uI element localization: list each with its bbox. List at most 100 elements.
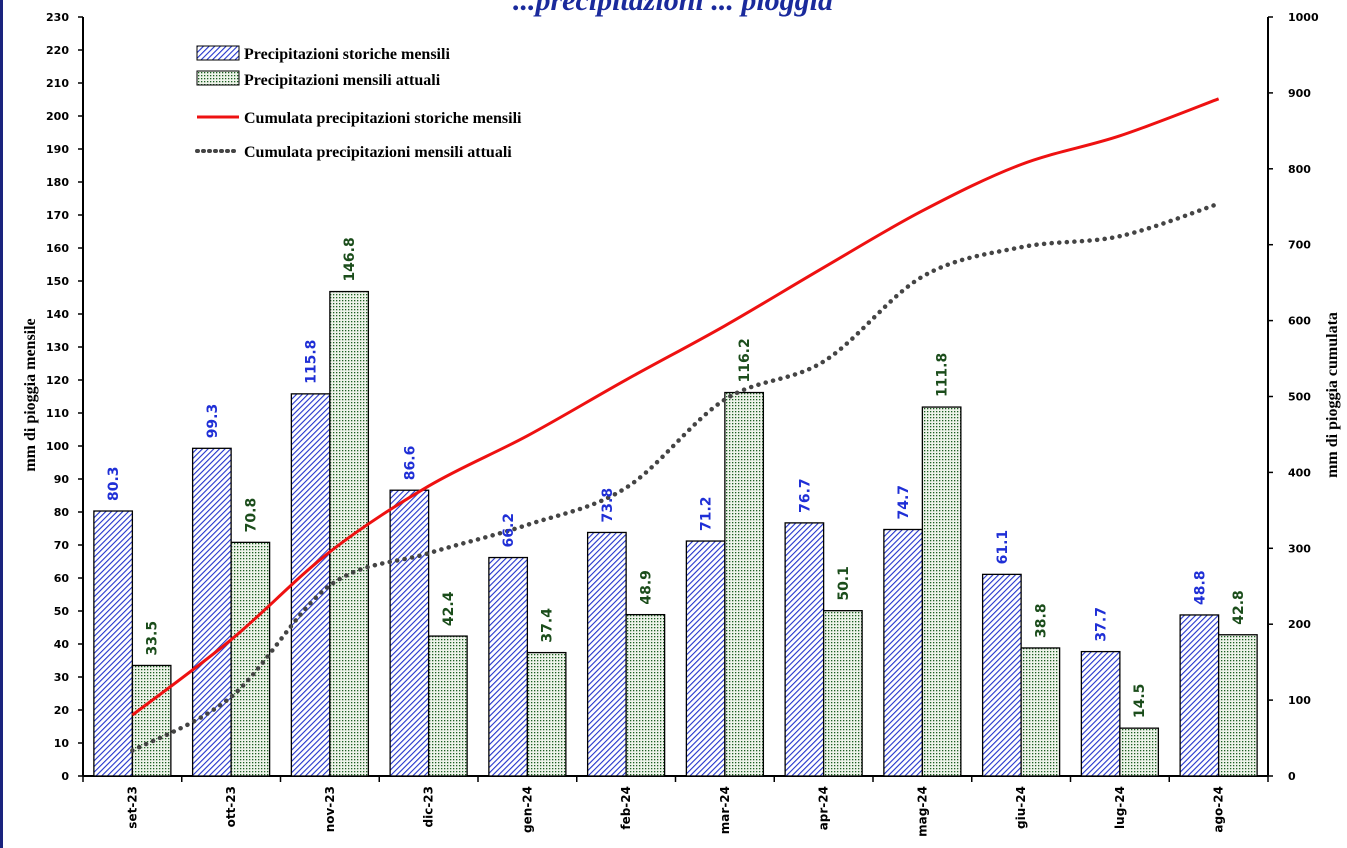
y-tick-label: 190 (46, 143, 69, 156)
label-current: 116.2 (737, 338, 753, 382)
x-tick-label: feb-24 (619, 786, 633, 830)
y-tick-label: 180 (46, 176, 69, 189)
y-tick-label: 200 (46, 110, 69, 123)
y2-tick-label: 500 (1288, 391, 1311, 404)
y-axis-label: mm di pioggia mensile (22, 318, 39, 471)
bar-current (230, 541, 271, 777)
bar-historical (191, 447, 232, 777)
bar-historical (488, 556, 529, 777)
bar-current (822, 610, 863, 777)
label-current: 42.4 (441, 591, 457, 626)
line-cum-current (130, 201, 1221, 753)
label-current: 48.9 (638, 570, 654, 605)
bar-historical (290, 393, 331, 777)
y-tick-label: 50 (54, 605, 70, 618)
label-current: 33.5 (145, 621, 161, 656)
bar-historical (883, 528, 924, 777)
y-tick-label: 210 (46, 77, 69, 90)
y2-tick-label: 600 (1288, 315, 1311, 328)
x-tick-label: nov-23 (323, 786, 337, 832)
label-historical: 80.3 (106, 466, 122, 501)
label-historical: 74.7 (896, 485, 912, 520)
label-current: 146.8 (342, 237, 358, 281)
legend-label-cum-current: Cumulata precipitazioni mensili attuali (244, 144, 512, 161)
y-tick-label: 120 (46, 374, 69, 387)
x-tick-label: giu-24 (1014, 786, 1028, 829)
bar-current (131, 664, 172, 777)
legend: Precipitazioni storiche mensili Precipit… (195, 45, 522, 161)
x-tick-label: lug-24 (1113, 786, 1127, 829)
y2-axis-label: mm di pioggia cumulata (1324, 312, 1341, 478)
bar-historical (784, 522, 825, 777)
bar-current (1217, 634, 1258, 777)
y2-tick-label: 0 (1288, 770, 1296, 783)
bar-current (625, 613, 666, 777)
bars (93, 290, 1258, 777)
label-current: 37.4 (540, 608, 556, 643)
label-historical: 71.2 (699, 496, 715, 531)
cumulative-lines (130, 97, 1221, 753)
y2-tick-label: 700 (1288, 239, 1311, 252)
label-historical: 115.8 (304, 340, 320, 384)
x-axis-ticks: set-23 ott-23 nov-23 dic-23 gen-24 feb-24 mar-… (125, 786, 1225, 837)
bar-current (427, 635, 468, 777)
bar-current (329, 290, 370, 777)
data-labels: 80.3 33.5 99.3 70.8 115.8 146.8 86.6 42.4 66.2 37… (106, 237, 1247, 718)
x-tick-label: gen-24 (520, 786, 534, 833)
bar-current (526, 651, 567, 777)
y-tick-label: 90 (54, 473, 70, 486)
legend-label-current: Precipitazioni mensili attuali (244, 72, 441, 89)
y2-tick-label: 1000 (1288, 11, 1319, 24)
legend-label-cum-historical: Cumulata precipitazioni storiche mensili (244, 110, 522, 127)
label-current: 38.8 (1033, 603, 1049, 638)
label-historical: 73.8 (600, 488, 616, 523)
label-historical: 99.3 (205, 404, 221, 439)
y-tick-label: 170 (46, 209, 69, 222)
bar-current (1020, 647, 1061, 777)
y-tick-label: 160 (46, 242, 69, 255)
y-tick-label: 220 (46, 44, 69, 57)
bar-historical (685, 540, 726, 777)
y2-tick-label: 200 (1288, 618, 1311, 631)
label-historical: 66.2 (501, 513, 517, 548)
y-tick-label: 80 (54, 506, 70, 519)
y-tick-label: 100 (46, 440, 69, 453)
bar-historical (93, 510, 134, 777)
legend-swatch-historical (196, 45, 240, 61)
x-tick-label: mag-24 (915, 786, 929, 837)
chart-title: ...precipitazioni ... pioggia (513, 0, 833, 17)
x-tick-label: ago-24 (1212, 786, 1226, 833)
label-historical: 86.6 (402, 446, 418, 481)
x-tick-label: dic-23 (422, 786, 436, 828)
y-tick-label: 20 (54, 704, 70, 717)
y-tick-label: 130 (46, 341, 69, 354)
y2-tick-label: 100 (1288, 694, 1311, 707)
y-tick-label: 60 (54, 572, 70, 585)
label-current: 70.8 (243, 498, 259, 533)
label-historical: 61.1 (995, 530, 1011, 565)
y-tick-label: 230 (46, 11, 69, 24)
bar-historical (1080, 650, 1121, 777)
label-current: 111.8 (935, 353, 951, 397)
bar-historical (981, 573, 1022, 777)
y-tick-label: 40 (54, 638, 70, 651)
y-tick-label: 30 (54, 671, 70, 684)
label-historical: 37.7 (1094, 607, 1110, 642)
x-tick-label: mar-24 (718, 786, 732, 834)
bar-historical (389, 489, 430, 777)
bar-historical (1179, 614, 1220, 777)
label-current: 50.1 (836, 566, 852, 601)
y2-tick-label: 300 (1288, 542, 1311, 555)
x-tick-label: ott-23 (224, 786, 238, 827)
x-tick-label: apr-24 (817, 786, 831, 830)
x-tick-label: set-23 (125, 786, 139, 829)
axes: 0 10 20 30 40 50 60 70 80 90 100 110 120 130 140 150 160… (46, 11, 1319, 783)
bar-current (921, 406, 962, 777)
y-tick-label: 0 (61, 770, 69, 783)
bar-current (1119, 727, 1160, 777)
bar-historical (586, 531, 627, 777)
y-tick-label: 110 (46, 407, 69, 420)
y2-tick-label: 800 (1288, 163, 1311, 176)
